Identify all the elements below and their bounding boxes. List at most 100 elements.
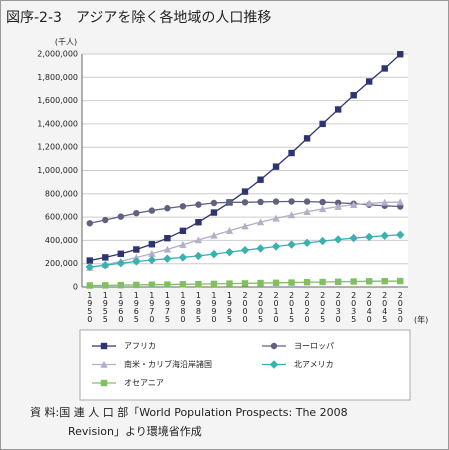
y-tick-label: 1,800,000 (37, 73, 78, 82)
y-tick-label: 400,000 (45, 236, 78, 245)
data-point (241, 222, 249, 230)
data-point (117, 281, 125, 289)
data-point (164, 234, 171, 242)
data-point (257, 176, 264, 183)
data-point (241, 199, 249, 206)
data-point (86, 257, 93, 264)
data-point (381, 198, 389, 206)
data-point (194, 236, 203, 244)
data-point (272, 279, 280, 287)
y-tick-label: 1,200,000 (37, 143, 78, 152)
data-point (319, 278, 326, 286)
data-point (364, 232, 374, 242)
data-point (303, 135, 311, 142)
x-tick-label: 1950 (85, 291, 94, 323)
x-tick-label: 1985 (194, 291, 203, 323)
data-point (318, 205, 327, 213)
data-point (148, 281, 156, 288)
data-point (257, 279, 264, 287)
y-tick-label: 1,600,000 (37, 96, 78, 105)
data-point (132, 257, 141, 266)
legend-marker (100, 379, 108, 387)
x-tick-label: 2010 (272, 291, 281, 323)
data-point (86, 282, 93, 289)
data-point (319, 198, 326, 206)
data-point (133, 246, 140, 253)
y-unit: (千人) (55, 37, 77, 47)
x-tick-label: 2050 (396, 291, 405, 323)
data-point (349, 201, 358, 208)
data-point (225, 227, 234, 234)
legend-label: アフリカ (124, 342, 156, 351)
data-point (272, 163, 280, 170)
x-tick-label: 1955 (101, 291, 110, 323)
x-tick-label: 2000 (241, 291, 250, 323)
data-point (288, 279, 295, 286)
x-tick-label: 2035 (349, 291, 358, 323)
data-point (365, 278, 373, 285)
data-point (102, 216, 109, 224)
data-point (102, 282, 109, 289)
data-point (241, 280, 249, 287)
x-tick-label: 1990 (209, 291, 218, 323)
data-point (381, 65, 388, 72)
legend-marker (100, 342, 108, 350)
data-point (163, 245, 172, 253)
y-tick-label: 2,000,000 (37, 50, 78, 59)
data-point (178, 253, 188, 262)
y-tick-label: 1,000,000 (37, 166, 78, 175)
data-point (334, 199, 342, 206)
x-tick-label: 2030 (334, 291, 343, 323)
data-point (365, 199, 373, 207)
data-point (334, 106, 342, 113)
data-point (272, 198, 280, 205)
data-point (318, 236, 327, 246)
x-unit: (年) (414, 315, 428, 325)
legend-label: 北アメリカ (294, 360, 334, 369)
data-point (303, 198, 311, 205)
y-tick-label: 0 (73, 283, 78, 292)
data-point (241, 188, 249, 195)
data-point (148, 241, 156, 248)
x-tick-label: 2025 (318, 291, 327, 323)
legend-marker (269, 360, 279, 369)
data-point (319, 120, 326, 128)
legend-label: 南米・カリブ海沿岸諸国 (124, 359, 212, 369)
data-point (396, 230, 405, 240)
data-point (179, 281, 187, 288)
data-point (164, 281, 171, 288)
data-point (210, 280, 218, 288)
legend-box (79, 329, 411, 401)
data-point (256, 218, 265, 226)
data-point (271, 242, 281, 251)
data-point (85, 262, 94, 272)
x-tick-label: 1965 (132, 291, 141, 323)
data-point (240, 245, 250, 255)
data-point (302, 238, 312, 248)
data-point (272, 214, 280, 222)
y-tick-label: 200,000 (45, 259, 78, 268)
data-point (303, 279, 311, 286)
data-point (195, 219, 202, 226)
data-point (194, 251, 203, 261)
x-tick-label: 2045 (380, 291, 389, 323)
data-point (397, 277, 404, 285)
data-point (148, 249, 156, 257)
x-tick-label: 1980 (178, 291, 187, 323)
x-tick-label: 2040 (365, 291, 374, 323)
data-point (210, 231, 218, 239)
chart-title: 図序-2-3 アジアを除く各地域の人口推移 (6, 10, 271, 26)
data-point (350, 278, 357, 285)
data-point (148, 207, 156, 214)
y-tick-label: 600,000 (45, 213, 78, 222)
data-point (257, 198, 264, 206)
data-point (210, 209, 218, 216)
data-point (209, 249, 219, 259)
x-tick-label: 1975 (163, 291, 172, 323)
data-point (101, 261, 110, 270)
x-tick-label: 2015 (287, 291, 296, 323)
data-point (116, 259, 126, 268)
source: 資 料:国 連 人 口 部「World Population Prospects… (30, 405, 348, 419)
data-point (350, 92, 357, 99)
